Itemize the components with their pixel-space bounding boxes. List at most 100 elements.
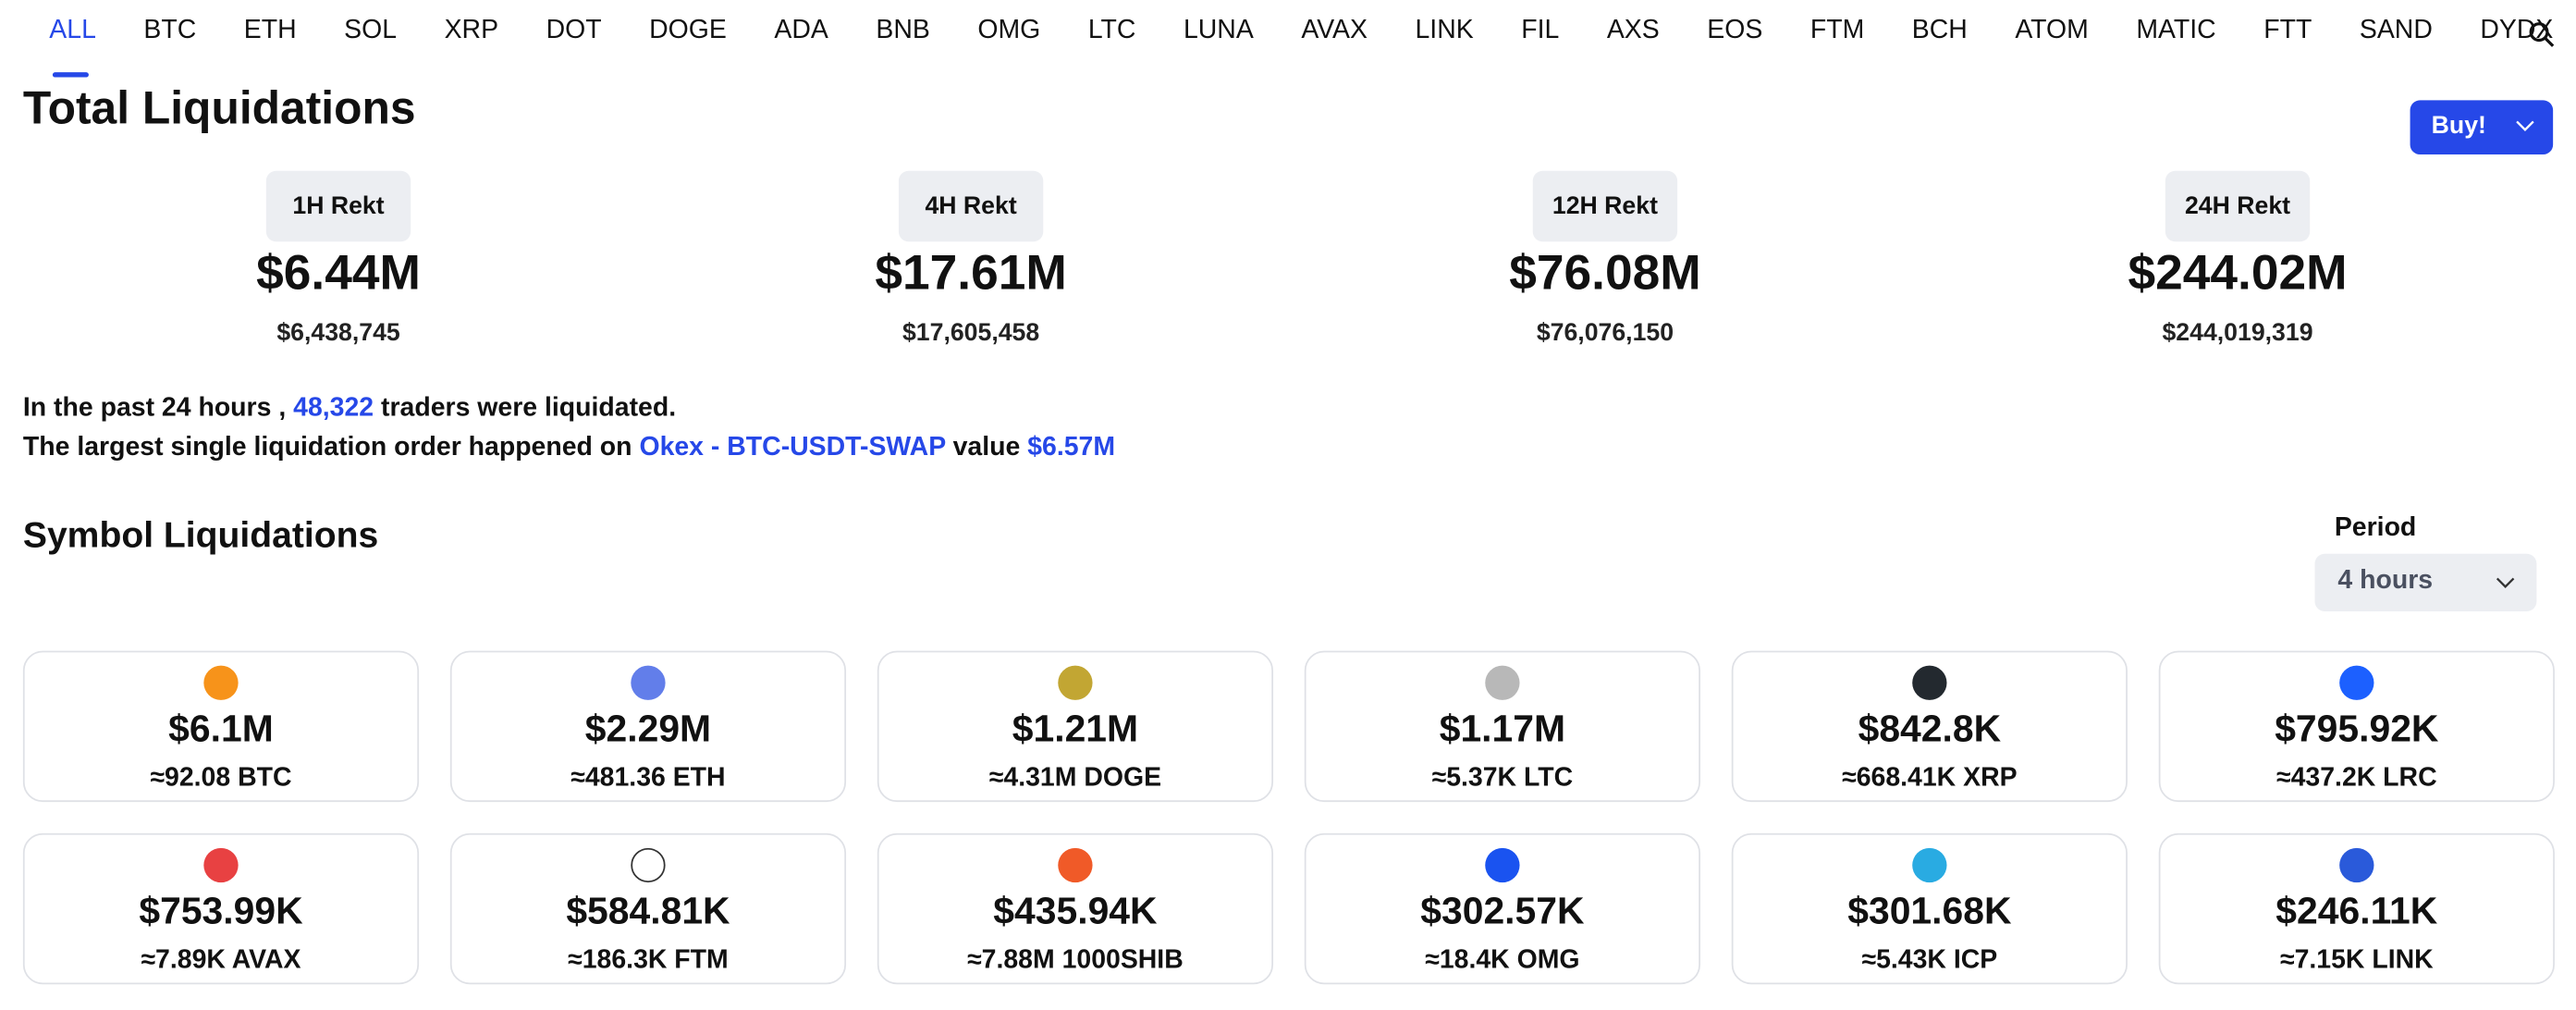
rekt-value: $244.02M	[2128, 246, 2348, 302]
rekt-value: $76.08M	[1509, 246, 1701, 302]
rekt-badge: 24H Rekt	[2165, 170, 2311, 242]
coin-icon	[2339, 665, 2374, 700]
coin-tab[interactable]: AVAX	[1301, 16, 1368, 44]
symbol-card[interactable]: $302.57K ≈18.4K OMG	[1304, 832, 1700, 985]
card-quantity: ≈186.3K FTM	[568, 946, 729, 975]
coin-icon	[1058, 665, 1093, 700]
section-title: Symbol Liquidations	[22, 514, 379, 556]
search-icon[interactable]	[2528, 21, 2555, 47]
symbol-card[interactable]: $301.68K ≈5.43K ICP	[1731, 832, 2128, 985]
symbol-card[interactable]: $2.29M ≈481.36 ETH	[449, 650, 847, 803]
symbol-card[interactable]: $246.11K ≈7.15K LINK	[2158, 832, 2555, 985]
exchange-link[interactable]: Okex - BTC-USDT-SWAP	[639, 434, 946, 462]
card-quantity: ≈7.88M 1000SHIB	[967, 946, 1184, 975]
coin-icon	[1912, 665, 1947, 700]
coin-icon	[631, 665, 666, 700]
card-quantity: ≈7.15K LINK	[2279, 946, 2434, 975]
rekt-badge: 1H Rekt	[265, 170, 411, 242]
coin-icon	[1485, 665, 1520, 700]
coin-tab[interactable]: ALL	[49, 16, 96, 44]
text: value	[952, 434, 1021, 462]
coin-tab[interactable]: EOS	[1707, 16, 1763, 44]
rekt-badge: 4H Rekt	[898, 170, 1044, 242]
coin-tab[interactable]: FTT	[2263, 16, 2312, 44]
card-quantity: ≈437.2K LRC	[2276, 764, 2437, 793]
rekt-exact: $17,605,458	[902, 318, 1040, 347]
symbol-card[interactable]: $435.94K ≈7.88M 1000SHIB	[877, 832, 1274, 985]
card-quantity: ≈92.08 BTC	[150, 764, 292, 793]
coin-tab[interactable]: ETH	[243, 16, 297, 44]
symbol-card[interactable]: $842.8K ≈668.41K XRP	[1731, 650, 2128, 803]
coin-icon	[2339, 847, 2374, 883]
period-label: Period	[2334, 514, 2417, 543]
coin-tab[interactable]: AXS	[1606, 16, 1660, 44]
symbol-card[interactable]: $1.17M ≈5.37K LTC	[1304, 650, 1700, 803]
buy-label: Buy!	[2431, 111, 2486, 141]
symbol-card[interactable]: $1.21M ≈4.31M DOGE	[877, 650, 1274, 803]
symbol-card[interactable]: $584.81K ≈186.3K FTM	[449, 832, 847, 985]
card-quantity: ≈5.37K LTC	[1431, 764, 1574, 793]
period-value: 4 hours	[2337, 566, 2434, 596]
coin-tab[interactable]: MATIC	[2136, 16, 2216, 44]
coin-tab[interactable]: FIL	[1521, 16, 1560, 44]
rekt-exact: $76,076,150	[1536, 318, 1674, 347]
text: In the past 24 hours ,	[22, 394, 287, 423]
symbol-card[interactable]: $6.1M ≈92.08 BTC	[22, 650, 420, 803]
coin-tab[interactable]: BNB	[876, 16, 930, 44]
buy-button[interactable]: Buy!	[2410, 100, 2554, 155]
chevron	[2516, 120, 2534, 132]
text: The largest single liquidation order hap…	[22, 434, 632, 462]
coin-tab[interactable]: ATOM	[2015, 16, 2089, 44]
summary-line: The largest single liquidation order hap…	[23, 434, 1115, 463]
coin-tab[interactable]: BTC	[143, 16, 197, 44]
coin-tab[interactable]: DOGE	[649, 16, 727, 44]
card-quantity: ≈7.89K AVAX	[141, 946, 301, 975]
card-quantity: ≈481.36 ETH	[570, 764, 726, 793]
card-amount: $584.81K	[566, 889, 730, 932]
coin-icon	[203, 665, 239, 700]
coin-tab[interactable]: LTC	[1087, 16, 1136, 44]
summary-line: In the past 24 hours , 48,322 traders we…	[23, 394, 676, 424]
card-amount: $842.8K	[1858, 707, 2002, 750]
page-title: Total Liquidations	[22, 81, 416, 133]
rekt-badge: 12H Rekt	[1532, 170, 1678, 242]
rekt-exact: $6,438,745	[276, 318, 400, 347]
coin-tab[interactable]: BCH	[1911, 16, 1968, 44]
coin-tabs: ALL BTC ETH SOL XRP DOT DOGE ADA BNB OMG LTC LUNA AV…	[49, 17, 2576, 46]
period-select[interactable]: 4 hours	[2314, 553, 2537, 611]
coin-tab[interactable]: LINK	[1415, 16, 1474, 44]
rekt-exact: $244,019,319	[2162, 318, 2313, 347]
card-amount: $1.21M	[1012, 707, 1139, 750]
card-amount: $1.17M	[1439, 707, 1566, 750]
coin-tab[interactable]: FTM	[1809, 16, 1865, 44]
card-quantity: ≈18.4K OMG	[1425, 946, 1580, 975]
symbol-card[interactable]: $753.99K ≈7.89K AVAX	[22, 832, 420, 985]
text: traders were liquidated.	[380, 394, 677, 423]
trader-count[interactable]: 48,322	[293, 394, 374, 423]
rekt-value: $6.44M	[256, 246, 421, 302]
coin-tab[interactable]: ADA	[774, 16, 828, 44]
coin-tab[interactable]: DOT	[546, 16, 602, 44]
coin-tab[interactable]: SAND	[2359, 16, 2433, 44]
card-amount: $301.68K	[1847, 889, 2012, 932]
coin-tab[interactable]: SOL	[344, 16, 398, 44]
card-amount: $795.92K	[2275, 707, 2439, 750]
coin-icon	[203, 847, 239, 883]
rekt-value: $17.61M	[875, 246, 1067, 302]
card-amount: $302.57K	[1420, 889, 1585, 932]
symbol-card[interactable]: $795.92K ≈437.2K LRC	[2158, 650, 2555, 803]
coin-icon	[631, 847, 666, 883]
card-quantity: ≈5.43K ICP	[1861, 946, 1998, 975]
card-quantity: ≈4.31M DOGE	[988, 764, 1162, 793]
active-tab-underline	[52, 72, 89, 78]
card-amount: $6.1M	[168, 707, 274, 750]
card-amount: $2.29M	[584, 707, 712, 750]
coin-tab[interactable]: LUNA	[1183, 16, 1254, 44]
card-amount: $246.11K	[2275, 889, 2438, 932]
coin-tab[interactable]: XRP	[444, 16, 499, 44]
chevron	[2496, 577, 2515, 588]
coin-tab[interactable]: OMG	[977, 16, 1041, 44]
order-value: $6.57M	[1027, 434, 1116, 462]
